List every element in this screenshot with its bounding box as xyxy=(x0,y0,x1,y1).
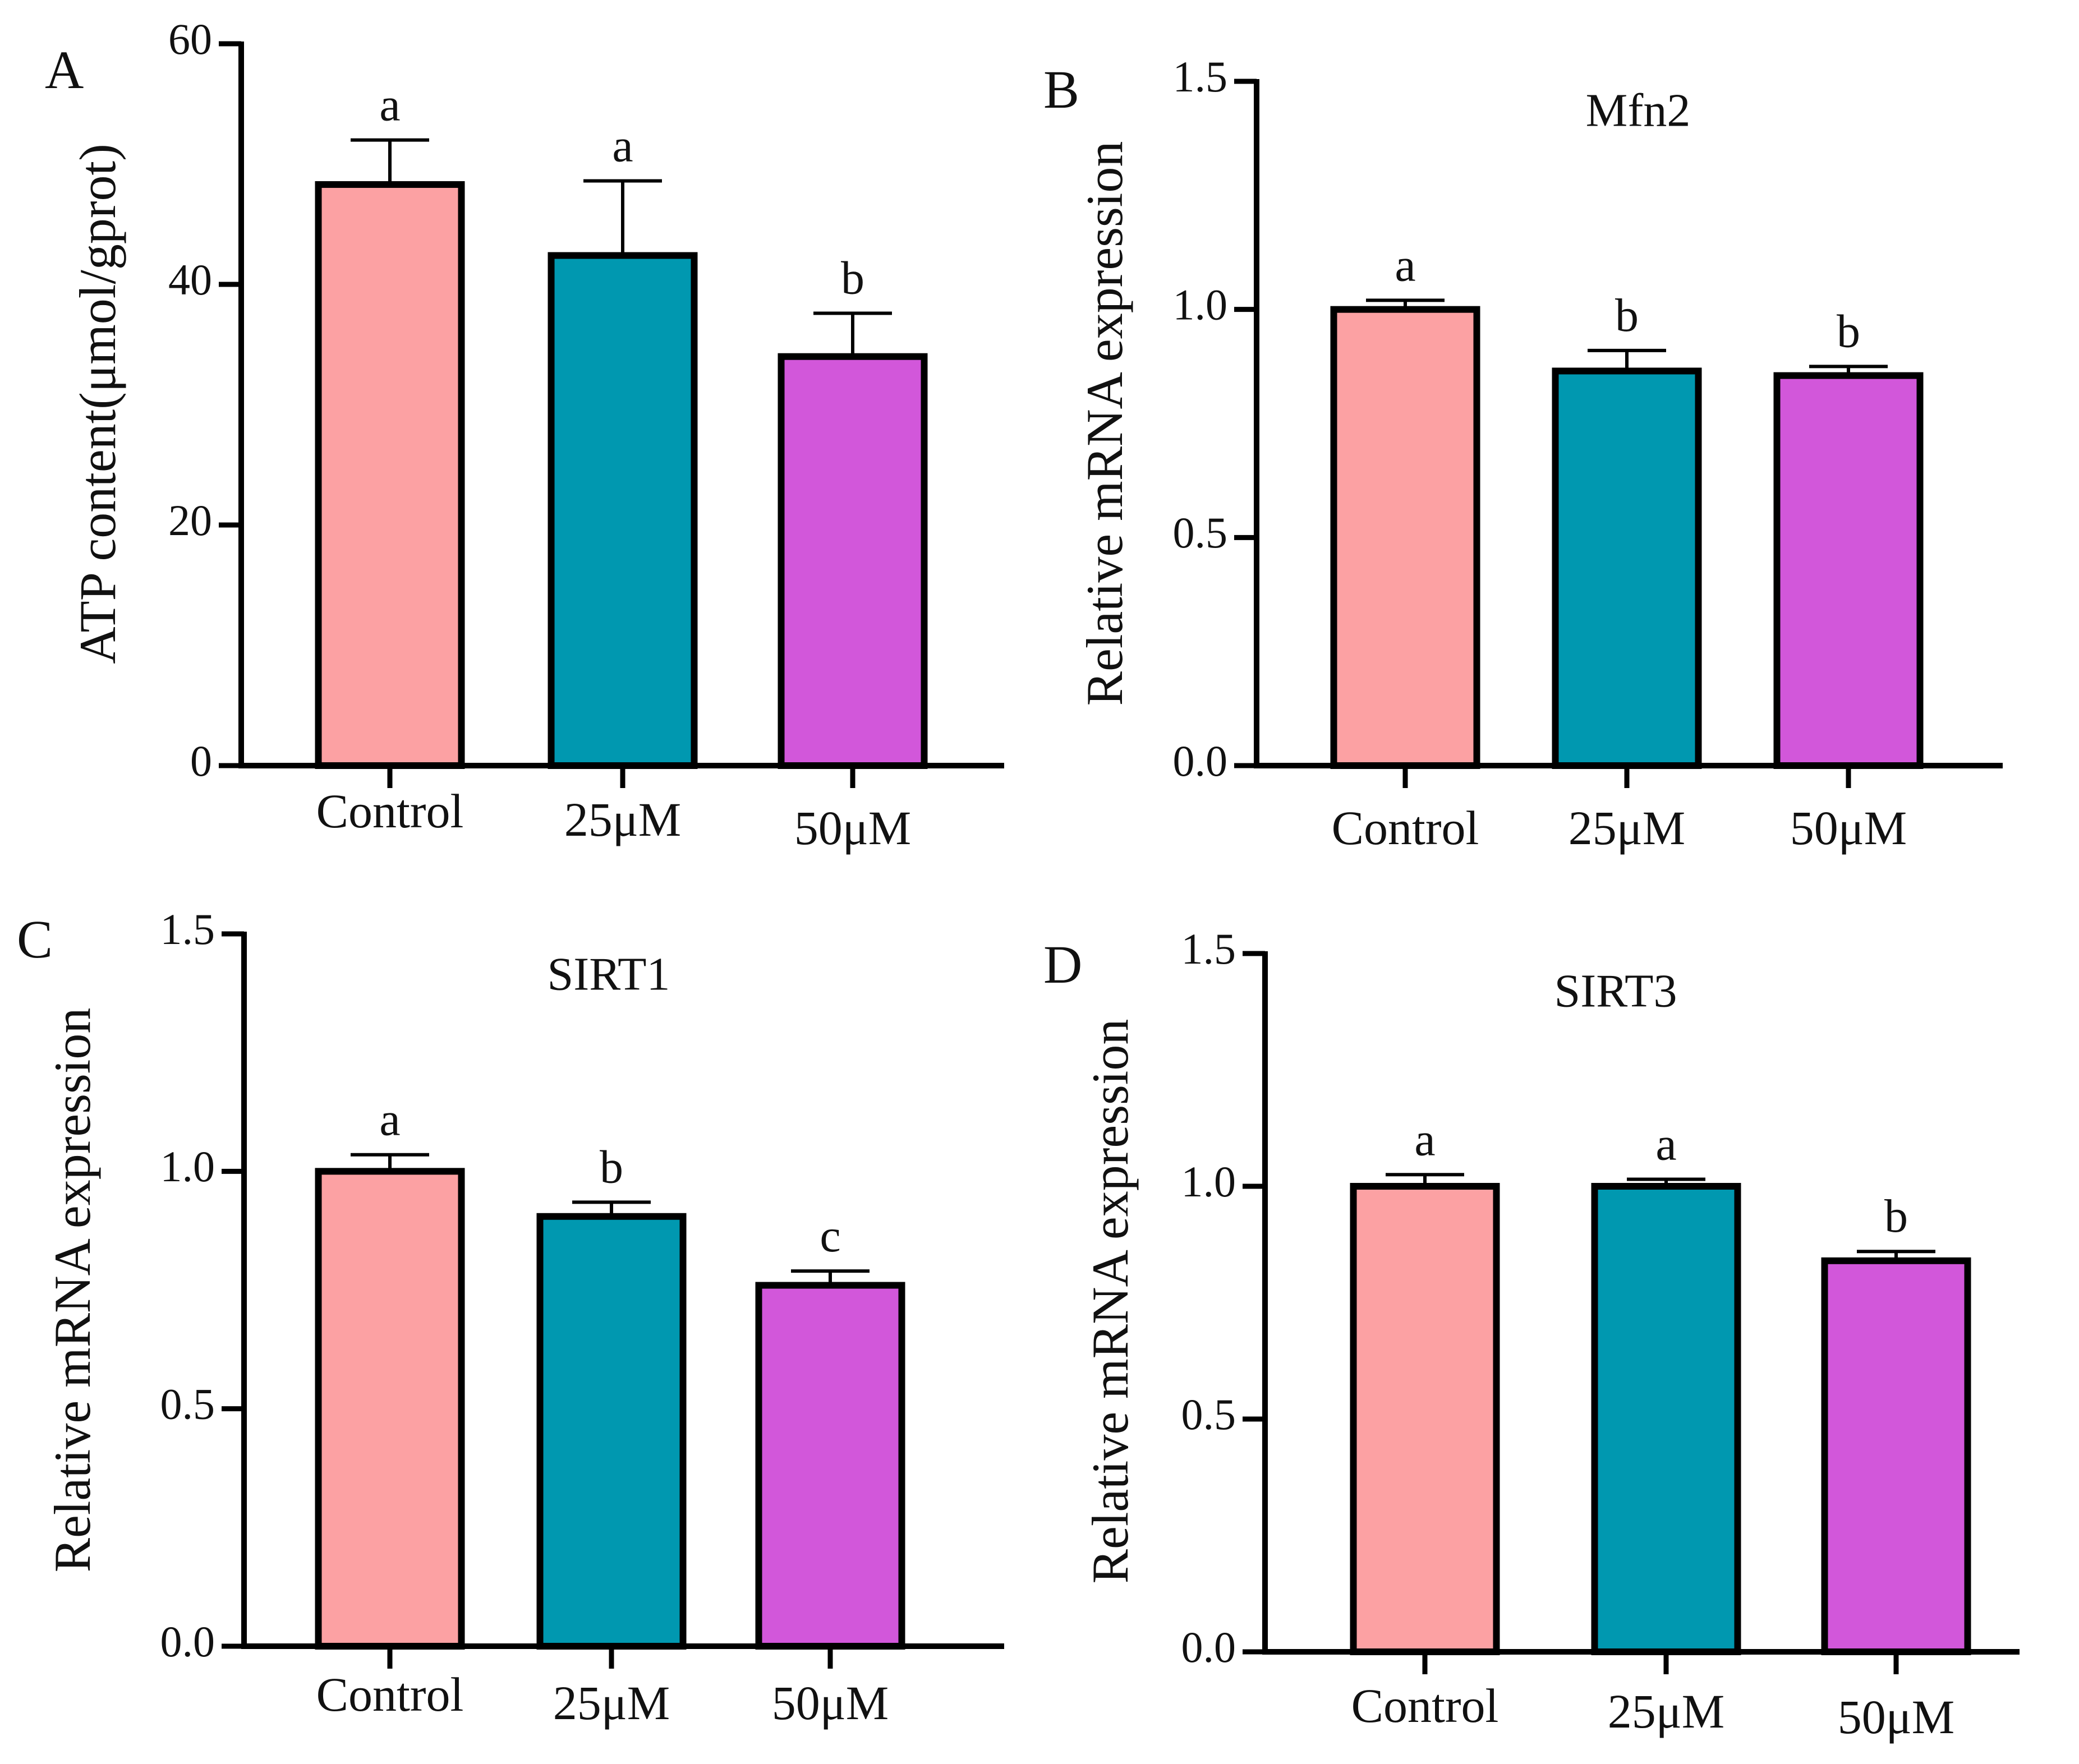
x-category-label: Control xyxy=(316,1668,464,1721)
panel-b: B Relative mRNA expression Mfn2 0.0 0.5 1.0 1.… xyxy=(1043,52,2003,855)
x-category-label: 25μM xyxy=(1569,801,1686,855)
x-category-label: Control xyxy=(1351,1679,1499,1733)
significance-label: a xyxy=(612,120,633,172)
bar-2 xyxy=(1552,367,1702,769)
bar-3 xyxy=(1821,1257,1971,1656)
y-axis-label: Relative mRNA expression xyxy=(1076,141,1133,706)
bar-2 xyxy=(1591,1183,1741,1655)
significance-label: a xyxy=(379,1094,400,1146)
x-category-label: 50μM xyxy=(1838,1690,1955,1744)
bar-3 xyxy=(755,1282,905,1650)
y-axis-label: Relative mRNA expression xyxy=(1082,1019,1139,1584)
y-tick-label: 1.5 xyxy=(1173,52,1228,101)
y-tick-label: 1.5 xyxy=(160,905,215,954)
x-category-label: 25μM xyxy=(564,793,682,846)
x-category-label: 50μM xyxy=(1790,801,1907,855)
y-tick-label: 1.5 xyxy=(1181,924,1236,973)
x-category-label: 25μM xyxy=(553,1676,670,1730)
significance-label: a xyxy=(1395,239,1415,291)
significance-label: b xyxy=(841,252,864,304)
x-category-label: Control xyxy=(316,784,464,838)
significance-label: a xyxy=(1655,1118,1676,1171)
panel-title: SIRT1 xyxy=(548,948,670,1000)
bar-1 xyxy=(315,181,465,770)
bar-1 xyxy=(1330,306,1480,769)
panel-a: A ATP content(μmol/gprot) 0 20 40 60 a Control a… xyxy=(45,15,1004,855)
y-tick-label: 40 xyxy=(168,255,212,304)
significance-label: b xyxy=(1837,305,1860,357)
significance-label: a xyxy=(379,79,400,131)
bar-2 xyxy=(548,252,698,769)
panel-letter: A xyxy=(45,40,84,100)
y-tick-label: 0.5 xyxy=(1181,1390,1236,1439)
y-tick-label: 20 xyxy=(168,496,212,545)
panel-title: SIRT3 xyxy=(1554,965,1677,1017)
y-tick-label: 0.0 xyxy=(1173,736,1228,785)
x-category-label: 50μM xyxy=(794,801,912,855)
x-category-label: 50μM xyxy=(772,1676,889,1730)
y-tick-label: 1.0 xyxy=(160,1142,215,1191)
bar-1 xyxy=(315,1168,465,1650)
significance-label: c xyxy=(820,1210,840,1262)
y-tick-label: 0.5 xyxy=(160,1380,215,1429)
bar-3 xyxy=(778,353,928,769)
panel-title: Mfn2 xyxy=(1586,84,1691,136)
y-tick-label: 0 xyxy=(190,736,212,785)
significance-label: b xyxy=(1884,1190,1908,1242)
panel-c: C Relative mRNA expression SIRT1 0.0 0.5 1.0 1… xyxy=(17,905,1004,1730)
panel-letter: D xyxy=(1043,934,1082,994)
y-tick-label: 0.0 xyxy=(160,1617,215,1666)
significance-label: a xyxy=(1414,1113,1435,1166)
y-tick-label: 1.0 xyxy=(1173,280,1228,329)
y-tick-label: 0.5 xyxy=(1173,508,1228,557)
significance-label: b xyxy=(1615,289,1639,342)
bar-1 xyxy=(1350,1183,1500,1655)
y-axis-label: Relative mRNA expression xyxy=(44,1008,101,1573)
y-tick-label: 1.0 xyxy=(1181,1157,1236,1206)
panel-letter: C xyxy=(17,909,53,969)
y-axis-label: ATP content(μmol/gprot) xyxy=(69,144,126,664)
y-tick-label: 0.0 xyxy=(1181,1623,1236,1671)
y-tick-label: 60 xyxy=(168,15,212,63)
bar-3 xyxy=(1773,372,1924,769)
panel-letter: B xyxy=(1043,59,1079,119)
x-category-label: 25μM xyxy=(1608,1684,1725,1738)
significance-label: b xyxy=(600,1141,623,1193)
bar-2 xyxy=(536,1213,687,1650)
x-category-label: Control xyxy=(1332,801,1479,855)
